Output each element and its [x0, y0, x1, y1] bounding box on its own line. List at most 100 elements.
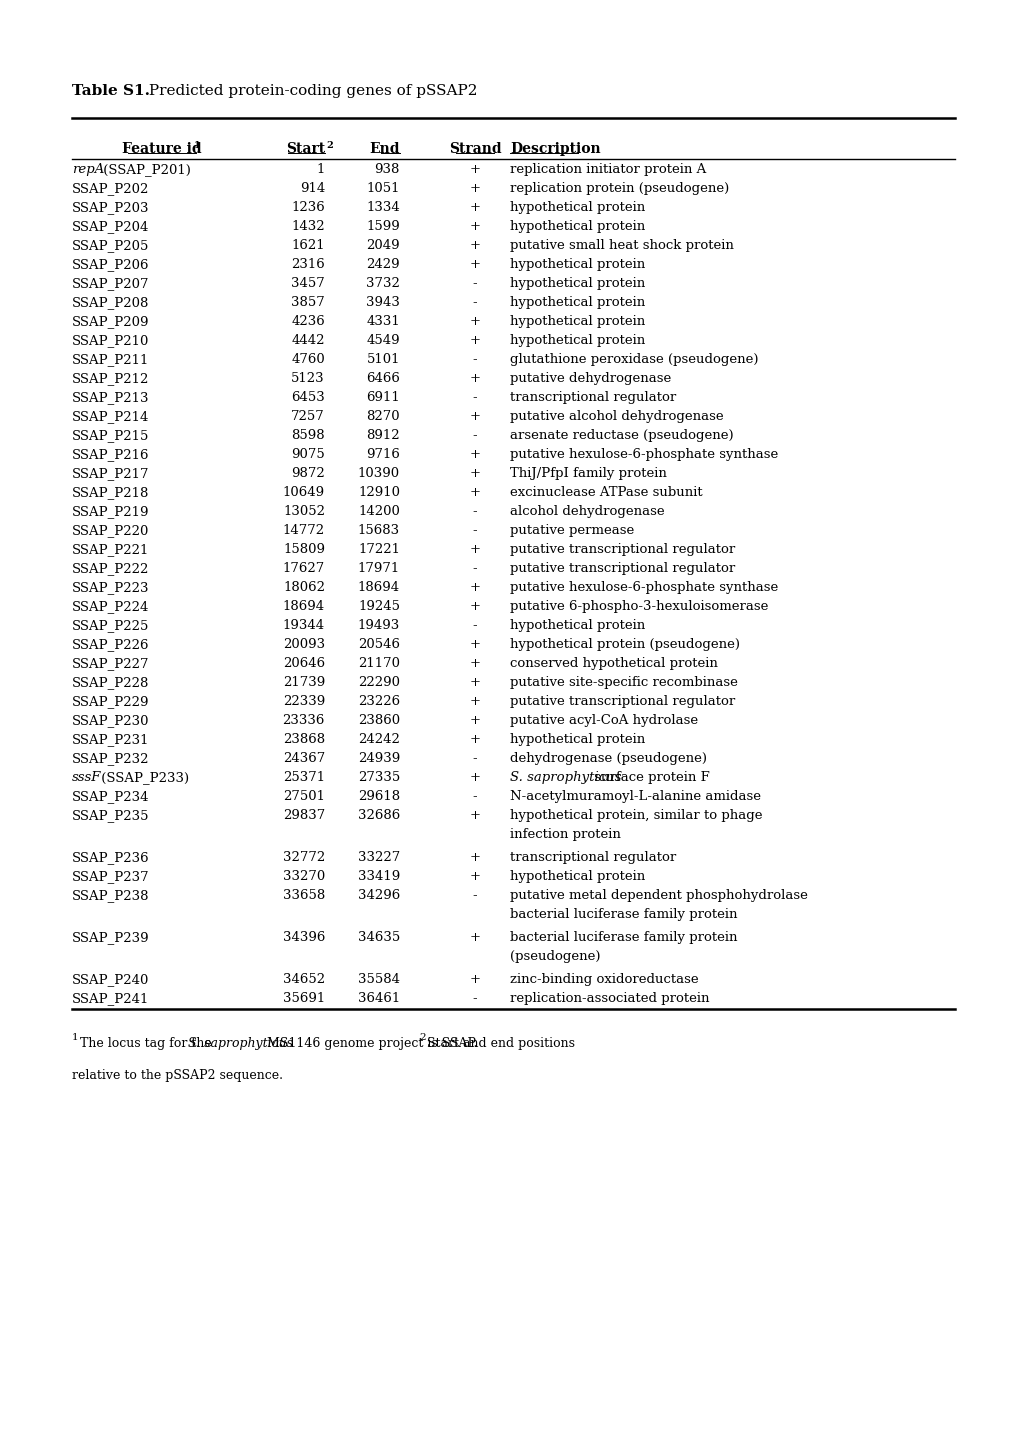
Text: 9075: 9075 [291, 449, 325, 462]
Text: putative acyl-CoA hydrolase: putative acyl-CoA hydrolase [510, 714, 697, 727]
Text: SSAP_P230: SSAP_P230 [72, 714, 150, 727]
Text: SSAP_P208: SSAP_P208 [72, 296, 149, 309]
Text: hypothetical protein: hypothetical protein [510, 296, 645, 309]
Text: repA: repA [72, 163, 104, 176]
Text: replication protein (pseudogene): replication protein (pseudogene) [510, 182, 729, 195]
Text: SSAP_P238: SSAP_P238 [72, 889, 150, 902]
Text: 21170: 21170 [358, 658, 399, 671]
Text: -: - [472, 296, 477, 309]
Text: 13052: 13052 [282, 505, 325, 518]
Text: -: - [472, 752, 477, 765]
Text: 1236: 1236 [291, 202, 325, 215]
Text: SSAP_P237: SSAP_P237 [72, 870, 150, 883]
Text: Start: Start [285, 143, 325, 156]
Text: hypothetical protein: hypothetical protein [510, 221, 645, 234]
Text: -: - [472, 563, 477, 576]
Text: +: + [469, 810, 480, 823]
Text: 6911: 6911 [366, 391, 399, 404]
Text: 35584: 35584 [358, 974, 399, 987]
Text: alcohol dehydrogenase: alcohol dehydrogenase [510, 505, 664, 518]
Text: 19493: 19493 [358, 619, 399, 632]
Text: 33419: 33419 [358, 870, 399, 883]
Text: 7257: 7257 [291, 410, 325, 423]
Text: 10390: 10390 [358, 468, 399, 481]
Text: 23226: 23226 [358, 696, 399, 709]
Text: Description: Description [510, 143, 600, 156]
Text: 3457: 3457 [291, 277, 325, 290]
Text: SSAP_P222: SSAP_P222 [72, 563, 149, 576]
Text: 29618: 29618 [358, 791, 399, 804]
Text: SSAP_P225: SSAP_P225 [72, 619, 149, 632]
Text: (pseudogene): (pseudogene) [510, 951, 600, 964]
Text: glutathione peroxidase (pseudogene): glutathione peroxidase (pseudogene) [510, 354, 758, 367]
Text: SSAP_P207: SSAP_P207 [72, 277, 150, 290]
Text: SSAP_P229: SSAP_P229 [72, 696, 150, 709]
Text: +: + [469, 974, 480, 987]
Text: hypothetical protein: hypothetical protein [510, 335, 645, 348]
Text: SSAP_P239: SSAP_P239 [72, 931, 150, 944]
Text: hypothetical protein: hypothetical protein [510, 277, 645, 290]
Text: hypothetical protein (pseudogene): hypothetical protein (pseudogene) [510, 638, 739, 651]
Text: -: - [472, 524, 477, 537]
Text: arsenate reductase (pseudogene): arsenate reductase (pseudogene) [510, 430, 733, 443]
Text: 6453: 6453 [291, 391, 325, 404]
Text: SSAP_P236: SSAP_P236 [72, 851, 150, 864]
Text: SSAP_P224: SSAP_P224 [72, 600, 149, 613]
Text: transcriptional regulator: transcriptional regulator [510, 851, 676, 864]
Text: 20646: 20646 [282, 658, 325, 671]
Text: SSAP_P223: SSAP_P223 [72, 582, 150, 595]
Text: SSAP_P206: SSAP_P206 [72, 258, 150, 271]
Text: 15809: 15809 [282, 544, 325, 557]
Text: 20093: 20093 [282, 638, 325, 651]
Text: 6466: 6466 [366, 372, 399, 385]
Text: putative hexulose-6-phosphate synthase: putative hexulose-6-phosphate synthase [510, 449, 777, 462]
Text: 17627: 17627 [282, 563, 325, 576]
Text: 1051: 1051 [366, 182, 399, 195]
Text: 32772: 32772 [282, 851, 325, 864]
Text: +: + [469, 240, 480, 253]
Text: ThiJ/PfpI family protein: ThiJ/PfpI family protein [510, 468, 666, 481]
Text: 23336: 23336 [282, 714, 325, 727]
Text: 33658: 33658 [282, 889, 325, 902]
Text: -: - [472, 993, 477, 1006]
Text: 8598: 8598 [291, 430, 325, 443]
Text: replication initiator protein A: replication initiator protein A [510, 163, 705, 176]
Text: +: + [469, 163, 480, 176]
Text: bacterial luciferase family protein: bacterial luciferase family protein [510, 908, 737, 921]
Text: replication-associated protein: replication-associated protein [510, 993, 709, 1006]
Text: 2: 2 [419, 1033, 426, 1042]
Text: 4331: 4331 [366, 316, 399, 329]
Text: relative to the pSSAP2 sequence.: relative to the pSSAP2 sequence. [72, 1069, 282, 1082]
Text: 27335: 27335 [358, 772, 399, 785]
Text: 23868: 23868 [282, 733, 325, 746]
Text: SSAP_P241: SSAP_P241 [72, 993, 149, 1006]
Text: MS1146 genome project is SSAP.: MS1146 genome project is SSAP. [262, 1038, 480, 1051]
Text: 1334: 1334 [366, 202, 399, 215]
Text: +: + [469, 544, 480, 557]
Text: 25371: 25371 [282, 772, 325, 785]
Text: SSAP_P202: SSAP_P202 [72, 182, 149, 195]
Text: 14200: 14200 [358, 505, 399, 518]
Text: 24939: 24939 [358, 752, 399, 765]
Text: SSAP_P218: SSAP_P218 [72, 486, 149, 499]
Text: 1: 1 [72, 1033, 78, 1042]
Text: +: + [469, 931, 480, 944]
Text: 1: 1 [194, 141, 201, 150]
Text: 3943: 3943 [366, 296, 399, 309]
Text: 1599: 1599 [366, 221, 399, 234]
Text: 4236: 4236 [291, 316, 325, 329]
Text: SSAP_P227: SSAP_P227 [72, 658, 150, 671]
Text: +: + [469, 870, 480, 883]
Text: 5101: 5101 [366, 354, 399, 367]
Text: SSAP_P217: SSAP_P217 [72, 468, 150, 481]
Text: SSAP_P228: SSAP_P228 [72, 677, 149, 690]
Text: 14772: 14772 [282, 524, 325, 537]
Text: The locus tag for the: The locus tag for the [79, 1038, 216, 1051]
Text: +: + [469, 372, 480, 385]
Text: 3732: 3732 [366, 277, 399, 290]
Text: 34652: 34652 [282, 974, 325, 987]
Text: SSAP_P213: SSAP_P213 [72, 391, 150, 404]
Text: 18062: 18062 [282, 582, 325, 595]
Text: hypothetical protein: hypothetical protein [510, 619, 645, 632]
Text: 24242: 24242 [358, 733, 399, 746]
